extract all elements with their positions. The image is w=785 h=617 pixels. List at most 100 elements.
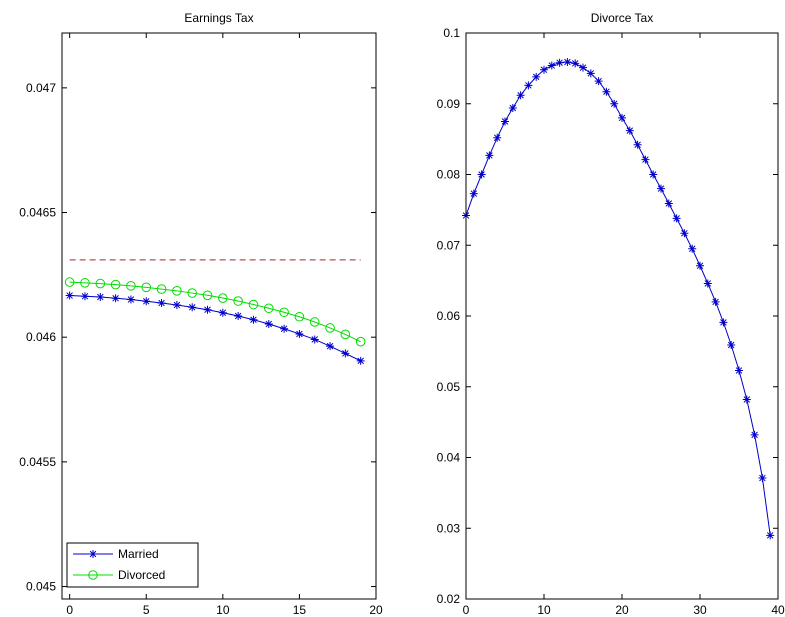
data-point bbox=[672, 214, 681, 223]
data-point bbox=[356, 356, 365, 365]
data-point bbox=[649, 170, 658, 179]
data-point bbox=[735, 366, 743, 375]
data-point bbox=[618, 113, 626, 122]
x-tick-label: 40 bbox=[771, 603, 785, 617]
data-point bbox=[758, 474, 767, 483]
data-point bbox=[501, 117, 509, 126]
data-point bbox=[633, 140, 642, 149]
x-tick-label: 10 bbox=[537, 603, 551, 617]
x-tick-label: 5 bbox=[143, 603, 150, 617]
data-point bbox=[641, 155, 650, 164]
data-point bbox=[126, 281, 136, 291]
y-tick-label: 0.02 bbox=[437, 592, 461, 606]
data-point bbox=[96, 293, 105, 302]
data-point bbox=[279, 307, 289, 318]
plot-frame bbox=[61, 32, 377, 600]
data-point bbox=[233, 296, 243, 306]
data-point bbox=[469, 189, 478, 198]
legend-label: Married bbox=[118, 547, 159, 561]
data-point bbox=[766, 531, 775, 540]
data-point bbox=[309, 317, 320, 327]
y-tick-label: 0.07 bbox=[437, 238, 461, 252]
data-point bbox=[540, 65, 548, 74]
data-point bbox=[64, 277, 75, 287]
data-point bbox=[295, 329, 304, 338]
data-point bbox=[218, 293, 228, 303]
data-point bbox=[111, 294, 120, 303]
data-point bbox=[325, 323, 335, 333]
data-point bbox=[280, 324, 289, 333]
data-point bbox=[696, 261, 704, 270]
y-tick-label: 0.04 bbox=[437, 451, 461, 465]
data-point bbox=[594, 77, 603, 86]
y-tick-label: 0.047 bbox=[26, 81, 56, 95]
y-tick-label: 0.09 bbox=[437, 97, 461, 111]
legend-label: Divorced bbox=[118, 568, 165, 582]
data-point bbox=[579, 63, 587, 72]
data-point bbox=[711, 297, 720, 306]
data-point bbox=[141, 282, 152, 293]
x-tick-label: 0 bbox=[463, 603, 470, 617]
data-point bbox=[602, 87, 611, 96]
data-point bbox=[218, 308, 227, 317]
data-point bbox=[65, 291, 74, 300]
data-point bbox=[172, 301, 181, 310]
x-tick-label: 0 bbox=[66, 603, 73, 617]
data-point bbox=[248, 299, 259, 310]
y-tick-label: 0.046 bbox=[26, 330, 56, 344]
x-tick-label: 20 bbox=[369, 603, 383, 617]
y-tick-label: 0.08 bbox=[437, 168, 461, 182]
x-tick-label: 15 bbox=[293, 603, 307, 617]
data-point bbox=[326, 342, 335, 351]
data-point bbox=[156, 284, 167, 294]
data-point bbox=[493, 133, 502, 142]
data-point bbox=[188, 303, 197, 312]
data-point bbox=[586, 69, 595, 78]
data-point bbox=[294, 311, 305, 322]
data-point bbox=[203, 305, 212, 314]
data-point bbox=[341, 349, 350, 358]
data-point bbox=[340, 329, 351, 340]
data-point bbox=[555, 58, 564, 67]
data-point bbox=[310, 335, 319, 344]
data-point bbox=[625, 126, 634, 135]
legend-marker bbox=[88, 570, 98, 580]
x-tick-label: 10 bbox=[216, 603, 230, 617]
data-point bbox=[508, 103, 517, 112]
data-point bbox=[249, 315, 258, 324]
data-point bbox=[719, 318, 728, 327]
data-point bbox=[95, 278, 106, 289]
data-point bbox=[172, 286, 182, 296]
plot-frame bbox=[465, 32, 779, 600]
data-point bbox=[264, 319, 273, 328]
data-point bbox=[187, 288, 197, 298]
x-tick-label: 30 bbox=[693, 603, 707, 617]
data-point bbox=[547, 61, 556, 70]
y-tick-label: 0.045 bbox=[26, 580, 56, 594]
data-point bbox=[202, 290, 213, 301]
data-point bbox=[610, 99, 619, 108]
series-line-1 bbox=[465, 61, 771, 536]
data-point bbox=[80, 278, 90, 288]
legend: Married Divorced bbox=[66, 542, 199, 588]
series-line-2 bbox=[69, 281, 361, 343]
chart-title: Divorce Tax bbox=[591, 11, 653, 25]
chart-2: Divorce Tax 0 10 20 30 40 0.02 0.03 0.04 0.05 0.06… bbox=[437, 11, 785, 617]
data-point bbox=[485, 151, 494, 160]
y-tick-label: 0.0465 bbox=[19, 206, 56, 220]
data-point bbox=[571, 59, 580, 68]
data-point bbox=[142, 297, 151, 306]
data-point bbox=[477, 170, 486, 179]
data-point bbox=[742, 395, 751, 404]
data-point bbox=[516, 91, 525, 100]
series-line-1 bbox=[69, 295, 361, 362]
legend-marker bbox=[89, 550, 97, 558]
y-tick-label: 0.03 bbox=[437, 521, 461, 535]
data-point bbox=[263, 303, 274, 314]
data-point bbox=[703, 279, 712, 288]
data-point bbox=[657, 184, 665, 193]
y-tick-label: 0.06 bbox=[437, 309, 461, 323]
data-point bbox=[532, 72, 541, 81]
data-point bbox=[157, 299, 166, 308]
